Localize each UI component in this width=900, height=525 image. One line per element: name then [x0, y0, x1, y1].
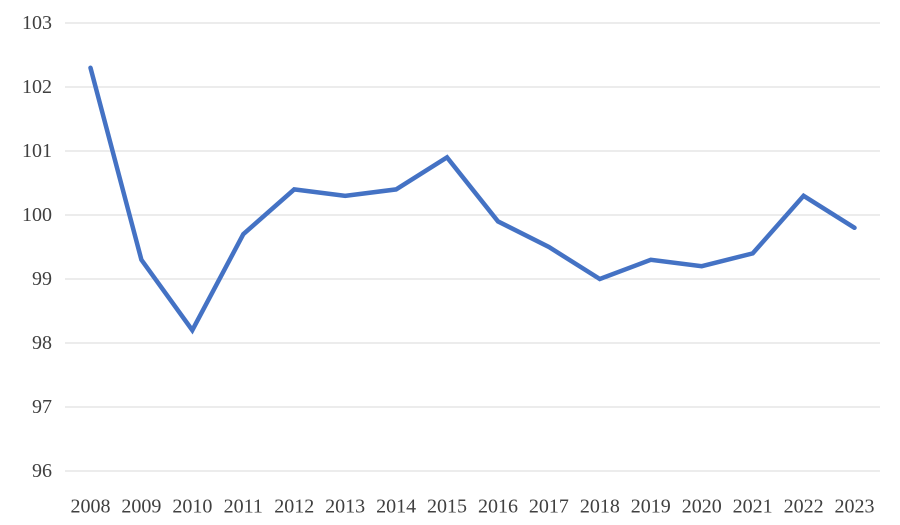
x-axis-tick-label: 2009	[121, 496, 161, 518]
y-axis-tick-label: 101	[22, 140, 52, 162]
x-axis-tick-label: 2019	[631, 496, 671, 518]
y-axis-tick-label: 100	[22, 204, 52, 226]
x-axis-tick-label: 2018	[580, 496, 620, 518]
x-axis-tick-label: 2021	[733, 496, 773, 518]
x-axis-tick-label: 2022	[784, 496, 824, 518]
y-axis-tick-label: 98	[32, 332, 52, 354]
x-axis-tick-label: 2014	[376, 496, 416, 518]
x-axis-tick-label: 2012	[274, 496, 314, 518]
x-axis-tick-label: 2010	[172, 496, 212, 518]
x-axis-tick-label: 2015	[427, 496, 467, 518]
x-axis-tick-label: 2016	[478, 496, 518, 518]
y-axis-tick-label: 103	[22, 12, 52, 34]
y-axis-tick-label: 96	[32, 460, 52, 482]
x-axis-tick-label: 2013	[325, 496, 365, 518]
y-axis-tick-label: 97	[32, 396, 52, 418]
y-axis-tick-label: 102	[22, 76, 52, 98]
x-axis-tick-label: 2020	[682, 496, 722, 518]
x-axis-tick-label: 2008	[70, 496, 110, 518]
x-axis-tick-label: 2023	[835, 496, 875, 518]
data-series-line	[88, 65, 857, 335]
x-axis-tick-label: 2011	[224, 496, 263, 518]
x-axis-tick-label: 2017	[529, 496, 569, 518]
y-axis-tick-label: 99	[32, 268, 52, 290]
